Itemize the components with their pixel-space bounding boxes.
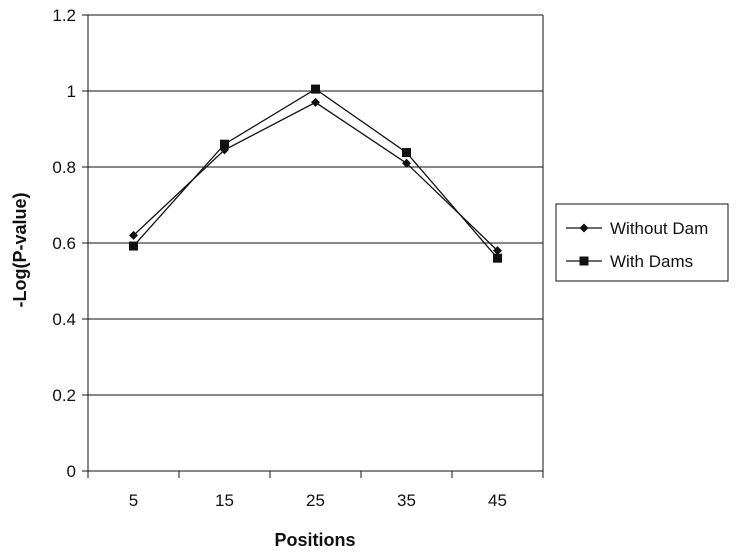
diamond-point: [311, 97, 320, 107]
series-lines: [129, 84, 502, 263]
series-line: [133, 88, 498, 259]
x-axis-title: Positions: [274, 530, 355, 550]
y-tick-label: 0.6: [52, 234, 76, 253]
y-tick-labels: 0 0.2 0.4 0.6 0.8 1 1.2: [52, 6, 76, 481]
legend-box: [555, 203, 729, 282]
y-tick-label: 0.2: [52, 386, 76, 405]
legend-item: Without Dam: [566, 219, 708, 238]
x-tick-label: 25: [306, 491, 325, 510]
square-point: [402, 148, 411, 158]
diamond-point: [129, 230, 138, 240]
series-1: [129, 84, 502, 263]
legend-label: Without Dam: [610, 219, 708, 238]
x-tick-label: 15: [215, 491, 234, 510]
y-tick-label: 1.2: [52, 6, 76, 25]
y-tick-label: 0.8: [52, 158, 76, 177]
legend-label: With Dams: [610, 252, 693, 271]
square-point: [129, 241, 138, 251]
x-tick-label: 5: [129, 491, 138, 510]
legend: Without Dam With Dams: [555, 203, 729, 282]
x-tick-label: 35: [397, 491, 416, 510]
y-tick-label: 0: [67, 462, 76, 481]
square-point: [493, 253, 502, 263]
y-tick-label: 1: [67, 82, 76, 101]
x-tick-label: 45: [488, 491, 507, 510]
x-tick-labels: 5 15 25 35 45: [129, 491, 507, 510]
diamond-point: [402, 158, 411, 168]
y-tick-label: 0.4: [52, 310, 76, 329]
series-line: [133, 101, 498, 252]
series-0: [129, 97, 502, 256]
legend-diamond-icon: [579, 223, 589, 233]
gridlines: [88, 14, 543, 396]
square-point: [311, 84, 320, 94]
legend-item: With Dams: [566, 252, 693, 271]
legend-square-icon: [579, 256, 589, 266]
square-point: [220, 139, 229, 149]
y-axis-title: -Log(P-value): [10, 192, 30, 307]
diamond-point: [493, 246, 502, 256]
axes: [82, 14, 544, 478]
